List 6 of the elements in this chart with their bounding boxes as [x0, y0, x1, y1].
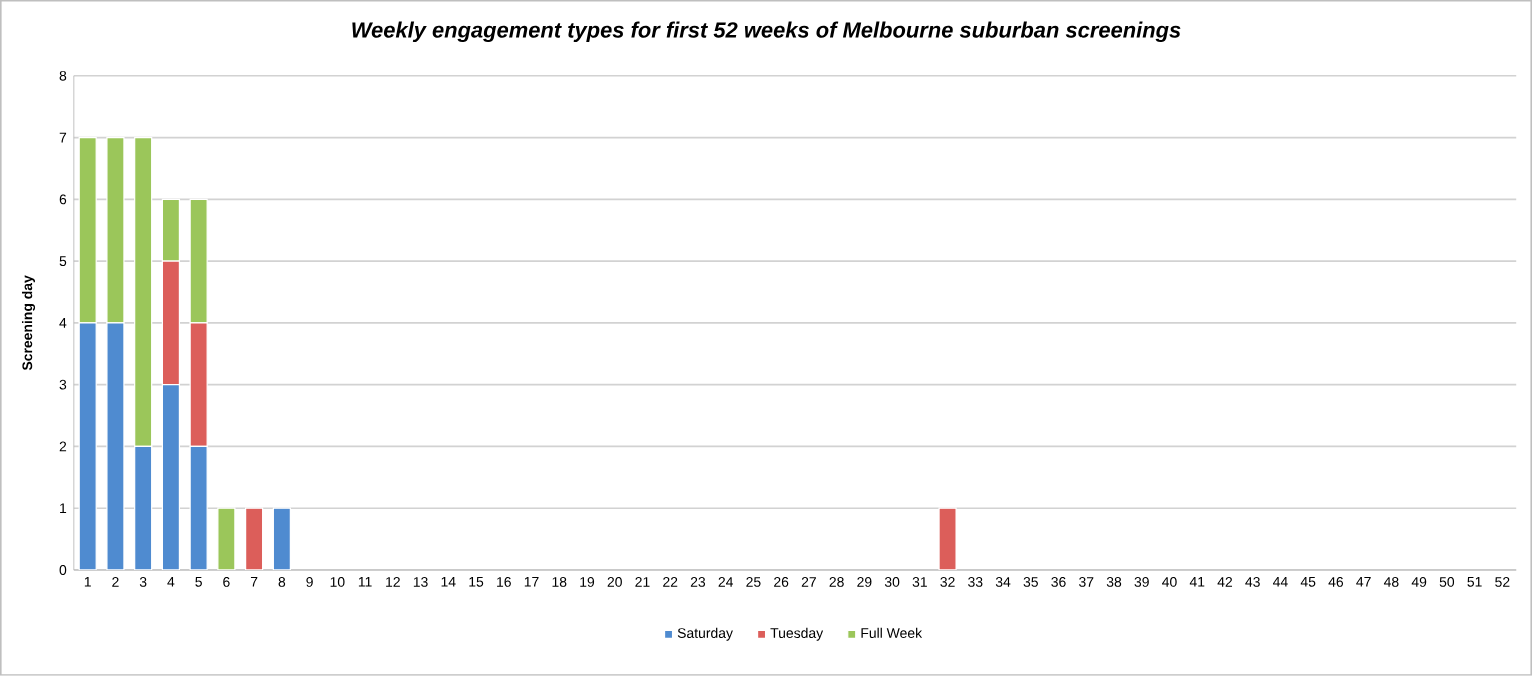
bar: [161, 260, 181, 386]
bar: [189, 322, 208, 448]
bar: [217, 507, 236, 571]
bar: [245, 507, 264, 571]
bar: [272, 507, 291, 571]
chart-title: Weekly engagement types for first 52 weeks of Melbourne suburban screenings: [352, 21, 1181, 43]
